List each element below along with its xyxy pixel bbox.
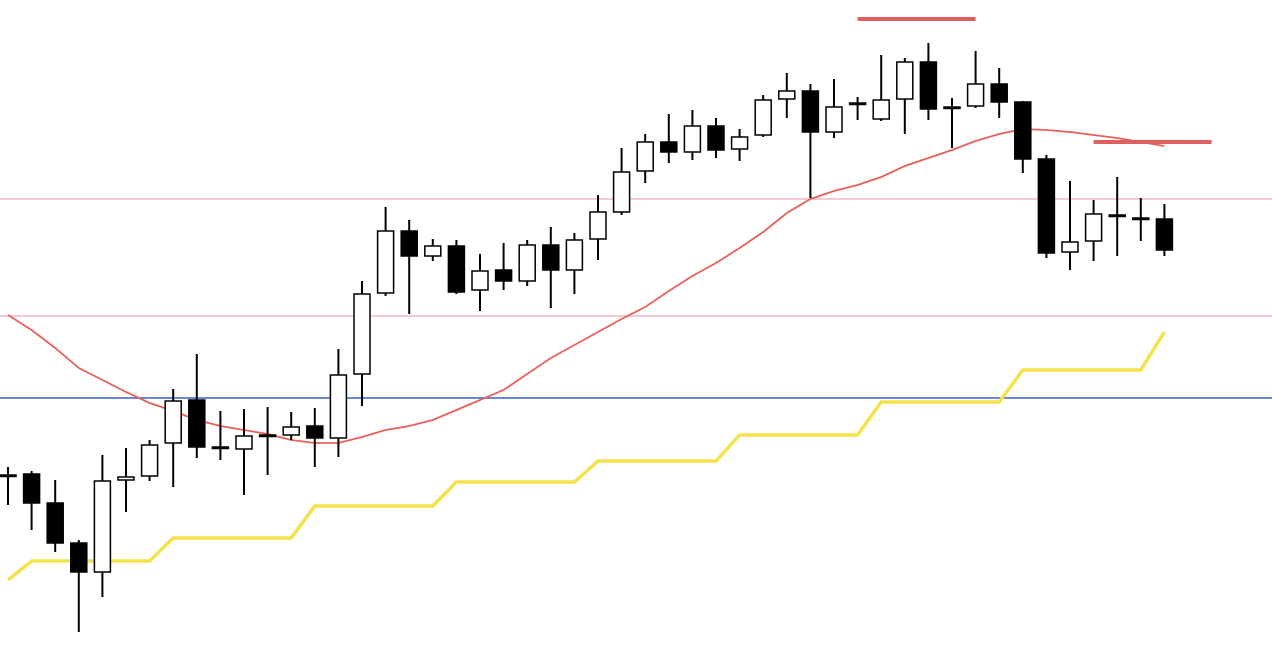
candle-body — [943, 106, 961, 110]
candle-body — [612, 171, 631, 213]
candle-body — [565, 239, 584, 271]
candle-body — [306, 425, 324, 439]
candle-body — [1155, 218, 1174, 251]
candle-body — [589, 211, 607, 240]
candle-body — [235, 435, 253, 450]
candle-body — [1108, 214, 1126, 218]
candle-body — [164, 400, 182, 444]
candle-body — [258, 434, 277, 438]
candle-body — [140, 444, 159, 477]
candle-body — [990, 83, 1008, 103]
candle-body — [0, 474, 17, 478]
candle-body — [424, 245, 442, 257]
candle-body — [117, 476, 135, 481]
candle-body — [825, 106, 843, 133]
candle-body — [400, 230, 418, 257]
candle-body — [778, 90, 796, 100]
candle-body — [636, 141, 654, 172]
candle-body — [1061, 241, 1079, 253]
candle-body — [282, 426, 300, 436]
candle-body — [1037, 158, 1056, 254]
candle-body — [542, 244, 560, 271]
step-line — [6, 331, 1166, 582]
candle-body — [896, 61, 914, 100]
candle-body — [848, 102, 867, 106]
candle-body — [188, 399, 206, 448]
candle-body — [329, 374, 348, 439]
candle-body — [1014, 101, 1032, 160]
moving-average — [7, 128, 1165, 444]
candle-body — [1084, 213, 1103, 242]
candle-body — [801, 90, 820, 133]
candle-body — [211, 446, 230, 450]
candle-body — [471, 270, 489, 291]
candle-body — [353, 293, 371, 375]
candle-body — [1132, 217, 1150, 221]
candle-body — [447, 245, 466, 293]
candle-body — [683, 125, 702, 153]
candle-body — [730, 136, 749, 150]
candle-body — [660, 141, 678, 153]
candle-body — [707, 125, 725, 151]
candle-body — [518, 244, 536, 282]
candle-body — [754, 99, 772, 136]
candle-body — [93, 480, 112, 573]
candle-body — [966, 83, 985, 107]
candle-body — [919, 61, 938, 110]
candle-body — [872, 99, 890, 120]
candle-body — [70, 542, 88, 573]
candle-body — [46, 502, 64, 544]
candle-body — [22, 473, 41, 504]
candle-body — [494, 269, 513, 282]
candle-body — [376, 230, 395, 294]
